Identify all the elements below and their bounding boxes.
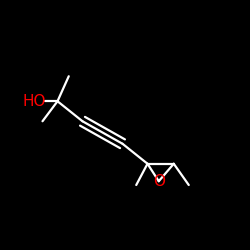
Text: O: O [153, 174, 165, 189]
Text: HO: HO [22, 94, 46, 109]
